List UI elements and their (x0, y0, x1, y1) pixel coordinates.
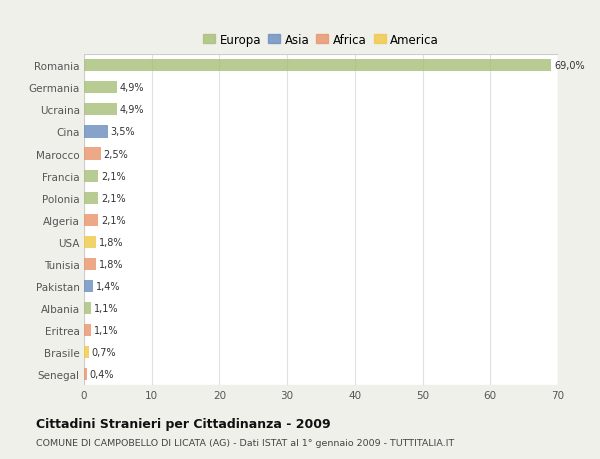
Bar (84, 280, 94, 292)
Text: 1,4%: 1,4% (96, 281, 121, 291)
Bar (84, 236, 96, 248)
Bar (84, 369, 87, 381)
Bar (84, 104, 117, 116)
Bar (84, 302, 91, 314)
Text: 1,8%: 1,8% (99, 237, 124, 247)
Text: 0,7%: 0,7% (91, 347, 116, 358)
Bar (84, 347, 89, 358)
Bar (84, 60, 551, 72)
Text: 4,9%: 4,9% (120, 105, 145, 115)
Bar (84, 126, 108, 138)
Text: 2,5%: 2,5% (104, 149, 128, 159)
Legend: Europa, Asia, Africa, America: Europa, Asia, Africa, America (200, 31, 442, 49)
Text: 69,0%: 69,0% (554, 61, 584, 71)
Text: COMUNE DI CAMPOBELLO DI LICATA (AG) - Dati ISTAT al 1° gennaio 2009 - TUTTITALIA: COMUNE DI CAMPOBELLO DI LICATA (AG) - Da… (36, 438, 454, 447)
Text: 2,1%: 2,1% (101, 171, 125, 181)
Bar (84, 170, 98, 182)
Text: 3,5%: 3,5% (110, 127, 135, 137)
Text: 1,8%: 1,8% (99, 259, 124, 269)
Bar (84, 148, 101, 160)
Bar (84, 192, 98, 204)
Text: 1,1%: 1,1% (94, 303, 119, 313)
Text: 1,1%: 1,1% (94, 325, 119, 336)
Bar (84, 258, 96, 270)
Text: 4,9%: 4,9% (120, 83, 145, 93)
Text: 0,4%: 0,4% (89, 369, 114, 380)
Bar (84, 214, 98, 226)
Text: 2,1%: 2,1% (101, 193, 125, 203)
Text: 2,1%: 2,1% (101, 215, 125, 225)
Text: Cittadini Stranieri per Cittadinanza - 2009: Cittadini Stranieri per Cittadinanza - 2… (36, 417, 331, 430)
Bar (84, 82, 117, 94)
Bar (84, 325, 91, 336)
